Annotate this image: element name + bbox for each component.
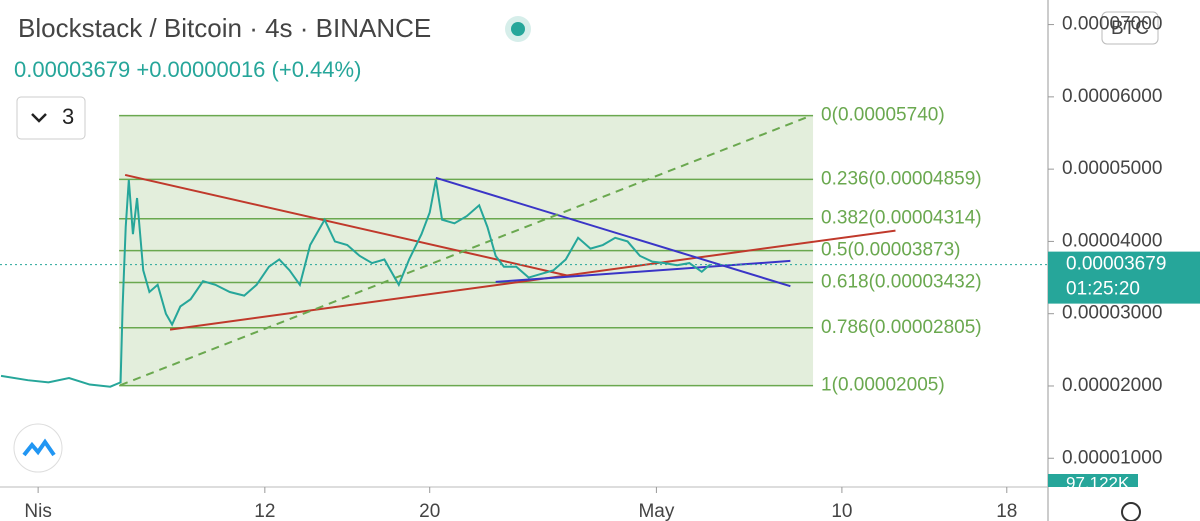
fib-label: 0.5(0.00003873) [821, 240, 960, 261]
price-subtitle: 0.00003679 +0.00000016 (+0.44%) [14, 57, 361, 82]
y-tick-label: 0.00004000 [1062, 230, 1162, 251]
trendline [124, 173, 571, 278]
x-tick-label: 12 [254, 501, 275, 521]
logo-button[interactable] [13, 423, 63, 473]
x-tick-label: Nis [24, 501, 51, 521]
price-line [0, 179, 711, 388]
indicator-toggle[interactable] [16, 96, 86, 140]
price-tag [1048, 251, 1200, 304]
volume-tag [1048, 474, 1138, 487]
x-tick-label: 10 [831, 501, 852, 521]
fib-label: 0.236(0.00004859) [821, 168, 982, 189]
volume-label: 97.122K [1066, 473, 1130, 492]
chevron-icon [31, 113, 47, 123]
fib-label: 0.786(0.00002805) [821, 317, 982, 338]
y-tick-label: 0.00005000 [1062, 158, 1162, 179]
settings-icon[interactable] [1121, 502, 1141, 521]
x-tick-label: May [638, 501, 674, 521]
fib-label: 0.382(0.00004314) [821, 208, 982, 229]
y-tick-label: 0.00003000 [1062, 303, 1162, 324]
price-tag-label: 0.00003679 [1066, 254, 1166, 275]
trendline [435, 176, 791, 288]
x-tick-label: 18 [996, 501, 1017, 521]
logo-icon [22, 438, 56, 457]
y-tick-label: 0.00007000 [1062, 14, 1162, 35]
currency-label: BTC [1111, 18, 1149, 39]
chart-title: Blockstack / Bitcoin · 4s · BINANCE [18, 13, 431, 43]
fib-label: 0(0.00005740) [821, 105, 945, 126]
y-tick-label: 0.00002000 [1062, 375, 1162, 396]
currency-badge[interactable] [1101, 11, 1159, 45]
plot-area: 0(0.00005740) 0.236(0.00004859) 0.382(0.00… [0, 105, 1048, 396]
trendline [119, 114, 812, 387]
y-tick-label: 0.00001000 [1062, 447, 1162, 468]
countdown-label: 01:25:20 [1066, 279, 1140, 300]
y-tick-label: 0.00006000 [1062, 86, 1162, 107]
x-tick-label: 20 [419, 501, 440, 521]
indicator-count: 3 [62, 104, 74, 129]
fib-label: 1(0.00002005) [821, 375, 945, 396]
status-dot [511, 22, 525, 36]
fib-label: 0.618(0.00003432) [821, 271, 982, 292]
